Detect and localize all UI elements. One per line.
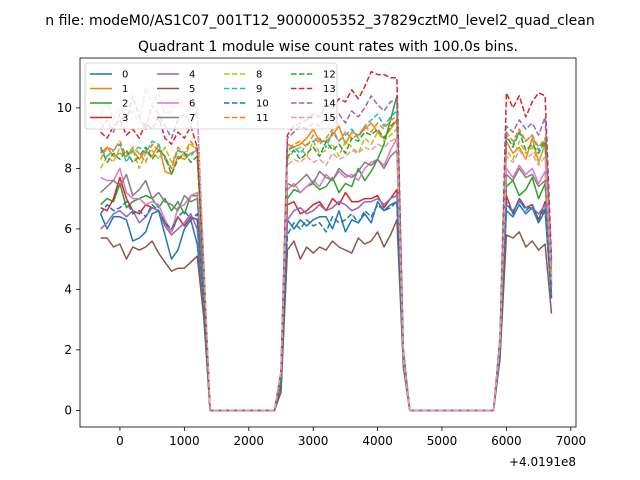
x-axis: 0 1000 2000 3000 4000 5000 6000 7000 xyxy=(116,427,586,448)
x-tick-label: 1000 xyxy=(169,434,200,448)
x-tick-label: 6000 xyxy=(491,434,522,448)
x-tick-label: 3000 xyxy=(298,434,329,448)
legend-label-3: 3 xyxy=(122,113,128,124)
plot-title: Quadrant 1 module wise count rates with … xyxy=(138,39,518,55)
legend-label-12: 12 xyxy=(323,70,336,81)
x-tick-label: 7000 xyxy=(556,434,587,448)
legend-label-15: 15 xyxy=(323,113,336,124)
legend-label-10: 10 xyxy=(256,99,269,110)
series-line-6 xyxy=(100,137,553,412)
y-tick-label: 10 xyxy=(57,101,72,115)
y-tick-label: 4 xyxy=(64,282,72,296)
legend-label-1: 1 xyxy=(122,84,128,95)
legend-label-11: 11 xyxy=(256,113,269,124)
legend-label-13: 13 xyxy=(323,84,336,95)
legend-label-4: 4 xyxy=(189,70,195,81)
legend-label-5: 5 xyxy=(189,84,195,95)
figure-suptitle: n file: modeM0/AS1C07_001T12_9000005352_… xyxy=(45,13,594,29)
x-tick-label: 4000 xyxy=(362,434,393,448)
series-line-15 xyxy=(99,85,553,412)
y-tick-label: 0 xyxy=(64,403,72,417)
legend-label-9: 9 xyxy=(256,84,262,95)
series-line-8 xyxy=(99,128,553,412)
series-line-11 xyxy=(99,116,553,412)
x-offset-text: +4.0191e8 xyxy=(509,455,576,469)
x-tick-label: 2000 xyxy=(233,434,264,448)
legend-label-6: 6 xyxy=(189,99,195,110)
x-tick-label: 0 xyxy=(116,434,124,448)
x-tick-label: 5000 xyxy=(427,434,458,448)
series-line-0 xyxy=(99,200,553,412)
legend-label-0: 0 xyxy=(122,70,128,81)
legend-label-7: 7 xyxy=(189,113,195,124)
y-tick-label: 8 xyxy=(64,161,72,175)
legend-label-14: 14 xyxy=(323,99,336,110)
series-line-10 xyxy=(99,197,553,412)
axes-frame xyxy=(79,57,577,428)
y-tick-label: 2 xyxy=(64,343,72,357)
series-line-7 xyxy=(100,149,553,412)
legend-label-8: 8 xyxy=(256,70,262,81)
legend-label-2: 2 xyxy=(122,99,128,110)
series-line-3 xyxy=(100,176,553,412)
series-line-12 xyxy=(99,119,553,412)
y-tick-label: 6 xyxy=(64,222,72,236)
y-axis: 0 2 4 6 8 10 xyxy=(57,101,80,417)
legend-frame xyxy=(84,62,338,130)
